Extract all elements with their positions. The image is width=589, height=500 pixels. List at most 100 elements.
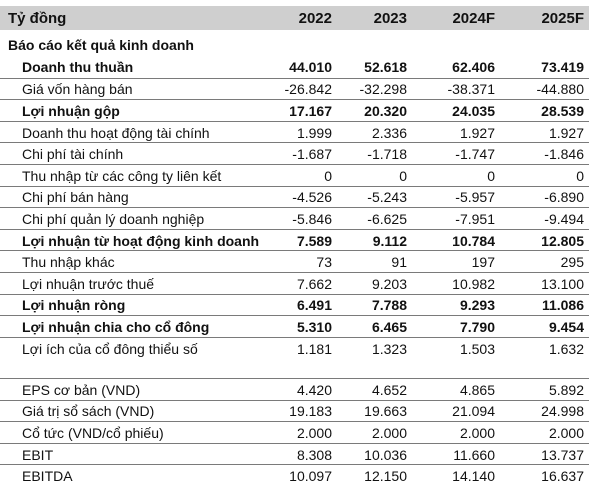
section-title-row: Báo cáo kết quả kinh doanh — [0, 34, 589, 56]
metric-value-3: 24.998 — [541, 403, 584, 420]
section-title: Báo cáo kết quả kinh doanh — [8, 36, 194, 53]
metric-row: Cổ tức (VND/cổ phiếu) 2.000 2.000 2.000 2.00… — [0, 421, 589, 444]
metric-value-2: 14.140 — [452, 468, 495, 485]
metric-label: Cổ tức (VND/cổ phiếu) — [22, 424, 164, 441]
metric-value-2: 11.660 — [453, 446, 495, 463]
metric-label: EBITDA — [22, 468, 73, 485]
table-row: Thu nhập từ các công ty liên kết 0 0 0 0 — [0, 164, 589, 187]
row-value-2: 0 — [487, 167, 495, 184]
row-value-1: -5.243 — [367, 189, 407, 206]
metric-row: EBIT 8.308 10.036 11.660 13.737 — [0, 442, 589, 466]
row-value-2: 10.784 — [452, 232, 495, 249]
row-value-0: -1.687 — [292, 146, 332, 163]
row-label: Thu nhập từ các công ty liên kết — [22, 167, 222, 184]
metric-label: EBIT — [22, 446, 54, 463]
row-value-1: -1.718 — [367, 146, 407, 163]
table-row: Doanh thu hoạt động tài chính 1.999 2.336 1… — [0, 120, 589, 144]
row-label: Giá vốn hàng bán — [22, 81, 133, 98]
table-row: Chi phí quản lý doanh nghiệp -5.846 -6.625… — [0, 207, 589, 230]
metric-value-0: 4.420 — [296, 381, 332, 398]
row-value-0: -26.842 — [284, 81, 332, 98]
row-value-1: 9.112 — [372, 232, 407, 249]
row-value-2: 62.406 — [452, 58, 495, 75]
metric-label: EPS cơ bản (VND) — [22, 381, 141, 398]
metric-value-2: 2.000 — [459, 424, 495, 441]
metric-value-1: 19.663 — [364, 403, 407, 420]
row-value-1: 9.203 — [371, 275, 407, 292]
row-label: Chi phí bán hàng — [22, 189, 129, 206]
row-value-2: 10.982 — [452, 275, 495, 292]
row-value-0: 7.589 — [296, 232, 332, 249]
row-value-1: 7.788 — [371, 297, 407, 314]
row-value-0: 1.999 — [296, 124, 332, 141]
metric-value-1: 4.652 — [371, 381, 407, 398]
table-row: Thu nhập khác 73 91 197 295 — [0, 250, 589, 273]
table-row: Lợi nhuận trước thuế 7.662 9.203 10.982 13.1… — [0, 272, 589, 295]
row-value-0: 0 — [324, 167, 332, 184]
metric-row: EPS cơ bản (VND) 4.420 4.652 4.865 5.892 — [0, 378, 589, 401]
metric-value-1: 2.000 — [371, 424, 407, 441]
row-label: Doanh thu hoạt động tài chính — [22, 124, 210, 141]
row-value-1: 20.320 — [364, 102, 407, 119]
table-row: Lợi nhuận chia cho cổ đông 5.310 6.465 7.79… — [0, 315, 589, 338]
metric-value-2: 21.094 — [452, 403, 495, 420]
row-value-3: 13.100 — [541, 275, 584, 292]
row-value-1: -32.298 — [359, 81, 407, 98]
row-label: Chi phí tài chính — [22, 146, 124, 163]
row-value-0: 17.167 — [289, 102, 332, 119]
row-value-1: -6.625 — [367, 210, 407, 227]
row-value-0: -4.526 — [292, 189, 332, 206]
metric-value-1: 10.036 — [364, 446, 407, 463]
year-header-2023: 2023 — [373, 9, 407, 27]
metric-value-3: 2.000 — [548, 424, 584, 441]
row-label: Lợi ích của cổ đông thiểu số — [22, 340, 198, 357]
table-row: Lợi nhuận gộp 17.167 20.320 24.035 28.539 — [0, 99, 589, 122]
year-header-2022: 2022 — [298, 9, 332, 27]
row-value-0: 5.310 — [296, 318, 332, 335]
row-label: Lợi nhuận gộp — [22, 102, 120, 119]
row-value-3: 11.086 — [541, 297, 584, 314]
unit-label: Tỷ đồng — [8, 9, 67, 27]
row-label: Doanh thu thuần — [22, 58, 134, 75]
row-value-3: 0 — [576, 167, 584, 184]
row-value-0: 73 — [316, 254, 332, 271]
metric-row: Giá trị sổ sách (VND) 19.183 19.663 21.094 2… — [0, 399, 589, 423]
row-value-1: 52.618 — [364, 58, 407, 75]
row-value-1: 2.336 — [371, 124, 407, 141]
row-label: Lợi nhuận trước thuế — [22, 275, 155, 292]
table-header-row: Tỷ đồng 2022 2023 2024F 2025F — [0, 6, 589, 30]
row-value-2: -5.957 — [455, 189, 495, 206]
metric-value-0: 8.308 — [296, 446, 332, 463]
metric-value-0: 19.183 — [289, 403, 332, 420]
metric-value-3: 5.892 — [548, 381, 584, 398]
row-value-1: 0 — [399, 167, 407, 184]
row-value-1: 6.465 — [371, 318, 407, 335]
table-row: Chi phí bán hàng -4.526 -5.243 -5.957 -6.890 — [0, 185, 589, 209]
row-label: Lợi nhuận từ hoạt động kinh doanh — [22, 232, 260, 249]
row-value-2: 197 — [471, 254, 495, 271]
row-value-2: 1.503 — [459, 340, 495, 357]
year-header-2025f: 2025F — [541, 9, 584, 27]
row-value-3: -6.890 — [544, 189, 584, 206]
table-row: Lợi nhuận từ hoạt động kinh doanh 7.589 9.… — [0, 228, 589, 252]
table-row: Lợi nhuận ròng 6.491 7.788 9.293 11.086 — [0, 293, 589, 317]
row-value-0: -5.846 — [292, 210, 332, 227]
row-value-0: 6.491 — [296, 297, 332, 314]
row-value-3: -9.494 — [544, 210, 584, 227]
row-value-2: -7.951 — [455, 210, 495, 227]
row-value-3: -1.846 — [544, 146, 584, 163]
row-value-2: 9.293 — [459, 297, 495, 314]
metric-label: Giá trị sổ sách (VND) — [22, 403, 155, 420]
metric-value-0: 10.097 — [289, 468, 332, 485]
table-row: Chi phí tài chính -1.687 -1.718 -1.747 -1.84… — [0, 142, 589, 165]
metric-value-0: 2.000 — [296, 424, 332, 441]
row-value-3: 12.805 — [541, 232, 584, 249]
row-value-1: 1.323 — [371, 340, 407, 357]
table-row: Lợi ích của cổ đông thiểu số 1.181 1.323 1.… — [0, 336, 589, 360]
row-value-3: 73.419 — [541, 58, 584, 75]
row-label: Lợi nhuận chia cho cổ đông — [22, 318, 210, 335]
row-value-2: 1.927 — [459, 124, 495, 141]
row-value-3: 9.454 — [548, 318, 584, 335]
table-row: Doanh thu thuần 44.010 52.618 62.406 73.419 — [0, 56, 589, 78]
row-value-3: 1.927 — [548, 124, 584, 141]
